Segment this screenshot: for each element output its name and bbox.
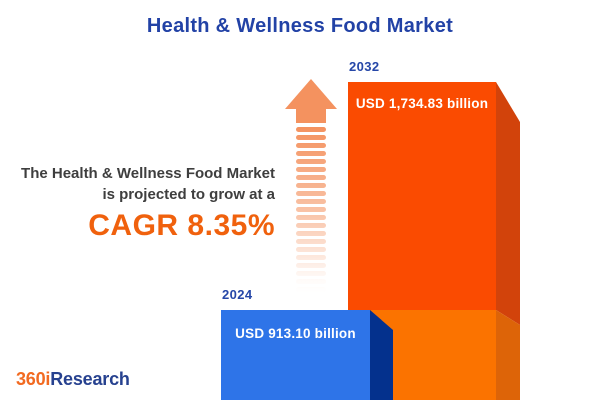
description-block: The Health & Wellness Food Market is pro… <box>0 163 275 243</box>
bar-2032-side-upper <box>496 82 520 325</box>
description-line-2: is projected to grow at a <box>102 186 275 203</box>
growth-arrow-dashed-shaft <box>296 127 326 293</box>
bar-2024-side <box>370 310 393 400</box>
description-line-1: The Health & Wellness Food Market <box>21 165 275 182</box>
chart-title: Health & Wellness Food Market <box>146 15 454 37</box>
brand-logo-research: Research <box>50 369 130 389</box>
growth-arrow-head-icon <box>285 79 337 123</box>
bar-2032-side-lower <box>496 310 520 400</box>
bar-2024-face <box>221 310 370 400</box>
cagr-value: CAGR 8.35% <box>88 209 275 242</box>
brand-logo: 360iResearch <box>16 369 130 390</box>
bar-value-2024: USD 913.10 billion <box>235 326 356 341</box>
year-label-2024: 2024 <box>222 287 253 302</box>
bar-value-2032: USD 1,734.83 billion <box>355 96 489 111</box>
brand-logo-360i: 360i <box>16 369 51 389</box>
bar-2032-face-upper <box>348 82 496 310</box>
year-label-2032: 2032 <box>349 59 380 74</box>
